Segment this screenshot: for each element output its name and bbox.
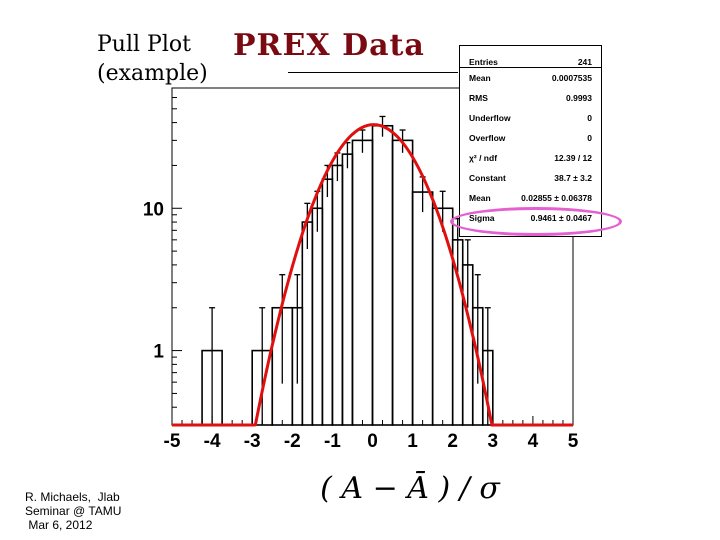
stats-separator [460,67,601,68]
stats-row: RMS 0.9993 [460,88,601,108]
stats-row-name: Overflow [469,133,506,143]
credit-line-2: Seminar @ TAMU [25,504,122,518]
histogram-bin [341,153,354,426]
x-tick-label: 5 [568,431,579,452]
stats-row-name: RMS [469,93,488,103]
stats-row: Mean 0.02855 ± 0.06378 [460,188,601,208]
credit-line-3: Mar 6, 2012 [25,518,93,532]
sigma-highlight-ellipse [450,207,622,236]
histogram-bin [301,221,314,426]
histogram-bin [311,207,324,426]
stats-row: χ² / ndf 12.39 / 12 [460,148,601,168]
histogram-bin [331,164,344,426]
stats-row-name: Mean [469,193,491,203]
stats-row-name: Entries [469,57,498,67]
slide-heading: Pull Plot (example) [97,30,208,88]
x-tick-label: 4 [528,431,539,452]
stats-row-value: 0.0007535 [551,73,592,83]
x-tick-label: 3 [488,431,499,452]
stats-row: Entries 241 [460,52,601,72]
x-tick-label: -4 [204,431,221,452]
stats-row-value: 0.02855 ± 0.06378 [521,193,592,203]
stats-row-value: 0 [587,133,592,143]
histogram-bin [431,207,454,426]
stats-row-name: χ² / ndf [469,153,498,163]
x-tick-label: -1 [324,431,341,452]
stats-row-value: 12.39 / 12 [554,153,592,163]
credits: R. Michaels, Jlab Seminar @ TAMU Mar 6, … [25,490,121,532]
stats-row: Mean 0.0007535 [460,68,601,88]
histogram-bin [411,191,434,426]
y-tick-label: 10 [143,199,164,220]
stats-row: Constant 38.7 ± 3.2 [460,168,601,188]
histogram-bin [371,124,394,426]
heading-line-1: Pull Plot [97,32,191,57]
y-tick-label: 1 [153,342,164,363]
x-tick-label: -5 [164,431,181,452]
x-tick-label: 0 [367,431,378,452]
histogram-bin [321,178,334,426]
stats-row-name: Mean [469,73,491,83]
heading-line-2: (example) [97,61,208,86]
x-tick-label: 2 [447,431,458,452]
histogram-bin [391,139,414,426]
slide-title: PREX Data [233,28,425,63]
credit-line-1: R. Michaels, Jlab [25,490,120,504]
x-tick-label: 1 [407,431,418,452]
stats-row-value: 0.9993 [566,93,592,103]
stats-row-name: Underflow [469,113,511,123]
stats-row-value: 38.7 ± 3.2 [554,173,592,183]
stats-row: Overflow 0 [460,128,601,148]
gaussian-fit-curve [172,123,573,427]
stats-row: Underflow 0 [460,108,601,128]
x-tick-label: -2 [284,431,301,452]
stats-row-value: 0 [587,113,592,123]
stats-row-value: 241 [577,57,592,67]
title-underline [288,72,458,73]
x-tick-label: -3 [244,431,261,452]
stats-row-name: Constant [469,173,506,183]
x-axis-label: ( A − Ā ) / σ [320,471,501,506]
histogram-bin [351,139,374,426]
